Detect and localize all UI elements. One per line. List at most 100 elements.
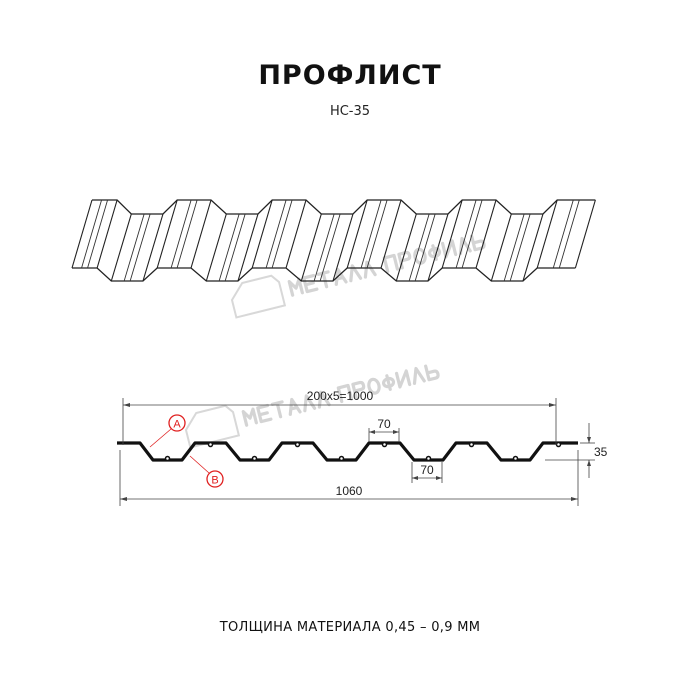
- sheet-top-edge: [92, 199, 596, 215]
- sheet-rib-line: [360, 199, 382, 269]
- sheet-fold-line: [475, 199, 497, 269]
- model-label: НС-35: [329, 104, 371, 119]
- sheet-rib-line: [224, 213, 246, 282]
- sheet-rib-line: [503, 213, 525, 282]
- sheet-fold-line: [522, 213, 544, 282]
- sheet-rib-line: [81, 199, 102, 269]
- watermark-glyph: [394, 369, 412, 389]
- sheet-fold-line: [300, 213, 322, 282]
- sheet-fold-line: [490, 213, 512, 282]
- watermark-glyph: [288, 397, 302, 416]
- sheet-fold-line: [395, 213, 417, 282]
- callout-a: [149, 414, 186, 448]
- watermark-glyph: [287, 277, 304, 297]
- dimension-lines: [119, 398, 595, 506]
- dimension-height: 35: [594, 445, 608, 459]
- sheet-fold-line: [110, 213, 132, 282]
- callout-a-label: A: [173, 419, 181, 431]
- sheet-rib-line: [558, 199, 580, 269]
- watermark-glyph: [302, 273, 319, 294]
- watermark-glyph: [351, 380, 366, 400]
- sheet-bottom-edge: [72, 267, 576, 282]
- stiffener-rib: [207, 441, 214, 448]
- watermark-glyph: [336, 383, 354, 404]
- sheet-fold-line: [346, 199, 368, 269]
- sheet-rib-line: [461, 199, 483, 269]
- stiffener-rib: [338, 455, 345, 462]
- sheet-fold-line: [205, 213, 227, 282]
- callout-b: [189, 455, 224, 488]
- watermark-glyph: [270, 400, 284, 419]
- sheet-fold-line: [332, 213, 354, 282]
- sheet-fold-line: [251, 199, 273, 269]
- dimension-bottom-shelf: 70: [420, 463, 434, 477]
- watermark-glyph: [424, 364, 440, 382]
- sheet-rib-line: [366, 199, 388, 269]
- sheet-rib-line: [176, 199, 198, 269]
- sheet-rib-line: [123, 213, 145, 282]
- watermark-glyph: [303, 394, 317, 413]
- watermark-glyph: [334, 267, 348, 286]
- sheet-rib-line: [313, 213, 335, 282]
- watermark-glyph: [317, 390, 331, 409]
- stiffener-rib: [512, 455, 519, 462]
- watermark-glyph: [349, 264, 363, 283]
- sheet-fold-line: [71, 199, 93, 269]
- sheet-fold-line: [441, 199, 463, 269]
- dimension-pitch-total: 200x5=1000: [307, 389, 374, 403]
- dimension-full-width: 1060: [336, 484, 363, 498]
- stiffener-rib: [381, 441, 388, 448]
- sheet-fold-line: [427, 213, 449, 282]
- sheet-fold-line: [96, 199, 118, 269]
- sheet-rib-line: [265, 199, 287, 269]
- profile-line: [117, 441, 578, 462]
- sheet-fold-line: [237, 213, 259, 282]
- stiffener-rib: [251, 455, 258, 462]
- cross-section-profile: [117, 441, 578, 462]
- watermark-glyph: [367, 377, 381, 395]
- stiffener-rib: [294, 441, 301, 448]
- dimension-top-shelf: 70: [377, 417, 391, 431]
- sheet-fold-line: [574, 199, 596, 269]
- isometric-sheet-view: [71, 199, 596, 282]
- sheet-rib-line: [509, 213, 531, 282]
- sheet-rib-line: [170, 199, 192, 269]
- watermark-glyph: [397, 250, 412, 270]
- sheet-rib-line: [87, 199, 108, 269]
- watermark-glyph: [363, 260, 377, 279]
- stiffener-rib: [468, 441, 475, 448]
- callout-b-label: B: [211, 475, 218, 487]
- sheet-fold-line: [285, 199, 307, 269]
- watermark-glyph: [241, 407, 258, 427]
- stiffener-rib: [425, 455, 432, 462]
- sheet-fold-line: [190, 199, 212, 269]
- sheet-rib-line: [271, 199, 293, 269]
- watermark-logo: [230, 234, 486, 319]
- stiffener-rib: [555, 441, 562, 448]
- page-title: ПРОФЛИСТ: [258, 60, 442, 91]
- watermark-glyph: [382, 374, 396, 391]
- watermark-glyph: [256, 403, 273, 424]
- sheet-rib-line: [129, 213, 151, 282]
- dimension-arrows: [120, 403, 591, 501]
- sheet-rib-line: [552, 199, 574, 269]
- sheet-rib-line: [319, 213, 341, 282]
- sheet-rib-line: [414, 213, 436, 282]
- sheet-rib-line: [455, 199, 477, 269]
- sheet-rib-line: [408, 213, 430, 282]
- watermark-glyph: [316, 270, 330, 289]
- watermark-glyph: [458, 236, 472, 255]
- sheet-fold-line: [380, 199, 402, 269]
- watermark-glyph: [440, 239, 458, 259]
- material-thickness-note: ТОЛЩИНА МАТЕРИАЛА 0,45 – 0,9 ММ: [219, 620, 481, 635]
- sheet-fold-line: [142, 213, 164, 282]
- sheet-fold-line: [536, 199, 558, 269]
- sheet-fold-line: [156, 199, 178, 269]
- stiffener-rib: [164, 455, 171, 462]
- watermark-glyph: [382, 253, 400, 274]
- watermark-glyph: [412, 366, 426, 385]
- watermark-glyph: [470, 234, 486, 252]
- watermark-glyph: [413, 247, 427, 265]
- sheet-rib-line: [218, 213, 240, 282]
